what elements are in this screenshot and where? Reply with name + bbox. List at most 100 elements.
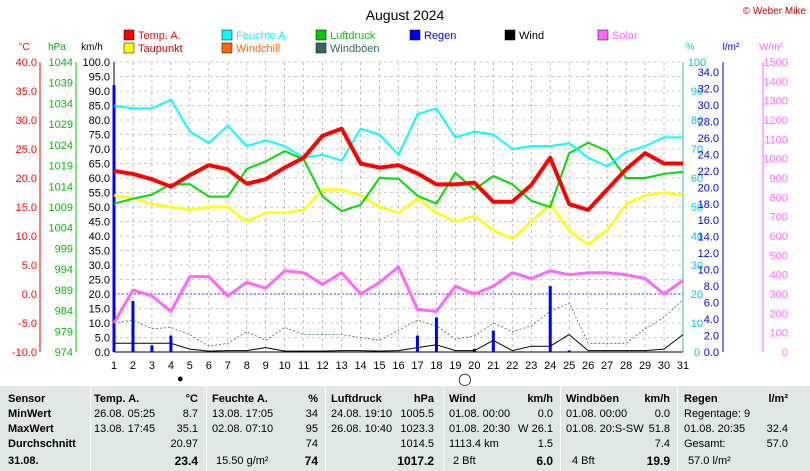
pressure-min: 1005.5 — [400, 408, 434, 420]
x-tick-23: 23 — [525, 360, 537, 372]
pressure-tick-1: 1039 — [49, 78, 73, 90]
header-gust-unit: km/h — [644, 393, 670, 405]
solar-tick-12: 300 — [770, 289, 788, 301]
legend-label-4: Wind — [519, 30, 544, 42]
humidity-tick-8: 20 — [691, 289, 703, 301]
humidity-tick-6: 40 — [691, 231, 703, 243]
humidity-tick-0: 100 — [688, 57, 706, 69]
x-tick-1: 1 — [111, 360, 117, 372]
legend-swatch-3 — [409, 29, 421, 41]
temp-min: 8.7 — [182, 408, 198, 420]
x-tick-30: 30 — [658, 360, 670, 372]
temp-tick-5: 15.0 — [16, 202, 37, 214]
wind-min-date: 01.08. 00:00 — [449, 408, 511, 420]
solar-tick-0: 1500 — [764, 57, 788, 69]
series-windboeen-line — [113, 299, 684, 347]
x-tick-6: 6 — [206, 360, 212, 372]
wind-tick-0: 100.0 — [82, 57, 110, 69]
header-pressure-unit: hPa — [413, 393, 434, 405]
legend-swatch-5 — [597, 29, 609, 41]
legend-label-7: Windchill — [236, 43, 280, 55]
x-tick-2: 2 — [130, 360, 136, 372]
gust-min: 0.0 — [654, 408, 670, 420]
wind-tick-19: 5.0 — [95, 333, 110, 345]
legend-swatch-7 — [221, 42, 233, 54]
legend-swatch-1 — [221, 29, 233, 41]
temp-avg: 20.97 — [170, 438, 198, 450]
humidity-max-date: 02.08. 07:10 — [212, 423, 274, 435]
pressure-avg: 1014.5 — [400, 438, 434, 450]
pressure-tick-13: 979 — [55, 326, 73, 338]
rain-tick-2: 30.0 — [698, 100, 719, 112]
rain-tick-12: 10.0 — [698, 265, 719, 277]
wind-max-date: 01.08. 20:30 — [449, 423, 511, 435]
pressure-tick-9: 999 — [55, 243, 73, 255]
humidity-unit-label: % — [686, 42, 695, 53]
gust-current: 19.9 — [646, 454, 670, 468]
temp-min-date: 26.08. 05:25 — [94, 408, 156, 420]
legend-label-2: Luftdruck — [330, 30, 376, 42]
header-humidity: Feuchte A. — [212, 393, 268, 405]
pressure-tick-3: 1029 — [49, 119, 73, 131]
wind-distance: 1113.4 km — [449, 438, 499, 450]
humidity-min: 34 — [305, 408, 318, 420]
pressure-min-date: 24.08. 19:10 — [331, 408, 393, 420]
x-tick-12: 12 — [317, 360, 329, 372]
temp-tick-3: 25.0 — [16, 144, 37, 156]
humidity-min-date: 13.08. 17:05 — [212, 408, 274, 420]
pressure-tick-5: 1019 — [49, 161, 73, 173]
header-temp-unit: °C — [185, 393, 198, 405]
temp-tick-6: 10.0 — [16, 231, 37, 243]
series-temp-line — [113, 126, 683, 212]
gust-max-date: 01.08. 20:S-SW — [566, 423, 644, 435]
pressure-tick-2: 1034 — [49, 98, 73, 110]
wind-tick-12: 40.0 — [89, 231, 110, 243]
rain-tick-16: 2.0 — [704, 331, 719, 343]
rain-bar-18 — [434, 317, 438, 352]
rain-unit-label: l/m² — [723, 42, 740, 53]
wind-tick-18: 10.0 — [89, 318, 110, 330]
x-tick-26: 26 — [582, 360, 594, 372]
rain-bar-2 — [131, 300, 135, 352]
rain-bar-24 — [548, 286, 552, 352]
wind-min: 0.0 — [537, 408, 553, 420]
humidity-tick-4: 60 — [691, 173, 703, 185]
rain-tick-9: 16.0 — [698, 215, 719, 227]
legend-swatch-8 — [315, 42, 327, 54]
rain-max: 32.4 — [766, 423, 788, 435]
row-label-min: MinWert — [8, 408, 52, 420]
pressure-tick-4: 1024 — [49, 140, 73, 152]
solar-tick-6: 900 — [770, 173, 788, 185]
x-tick-31: 31 — [677, 360, 689, 372]
header-gust: Windböen — [566, 393, 620, 405]
x-tick-16: 16 — [392, 360, 404, 372]
x-tick-24: 24 — [544, 360, 556, 372]
x-tick-29: 29 — [639, 360, 651, 372]
solar-unit-label: W/m² — [759, 42, 784, 53]
legend-swatch-0 — [123, 29, 135, 41]
x-tick-8: 8 — [244, 360, 250, 372]
legend-swatch-2 — [315, 29, 327, 41]
rain-days-label: Regentage: — [684, 408, 741, 420]
wind-tick-8: 60.0 — [89, 173, 110, 185]
wind-avg: 1.5 — [537, 438, 553, 450]
series-wind-line — [114, 334, 684, 352]
wind-tick-1: 95.0 — [89, 72, 110, 84]
temp-tick-0: 40.0 — [16, 57, 37, 69]
rain-tick-8: 18.0 — [698, 199, 719, 211]
header-pressure: Luftdruck — [331, 393, 382, 405]
humidity-tick-3: 70 — [691, 144, 703, 156]
x-tick-18: 18 — [430, 360, 442, 372]
x-tick-25: 25 — [563, 360, 575, 372]
temp-current: 23.4 — [174, 454, 198, 468]
wind-tick-5: 75.0 — [89, 130, 110, 142]
gust-max: 51.8 — [648, 423, 670, 435]
solar-tick-9: 600 — [770, 231, 788, 243]
solar-tick-3: 1200 — [764, 115, 788, 127]
solar-tick-4: 1100 — [764, 134, 788, 146]
pressure-tick-6: 1014 — [49, 181, 73, 193]
x-tick-17: 17 — [411, 360, 423, 372]
x-tick-21: 21 — [487, 360, 499, 372]
rain-max-date: 01.08. 20:35 — [684, 423, 746, 435]
solar-tick-1: 1400 — [764, 76, 788, 88]
